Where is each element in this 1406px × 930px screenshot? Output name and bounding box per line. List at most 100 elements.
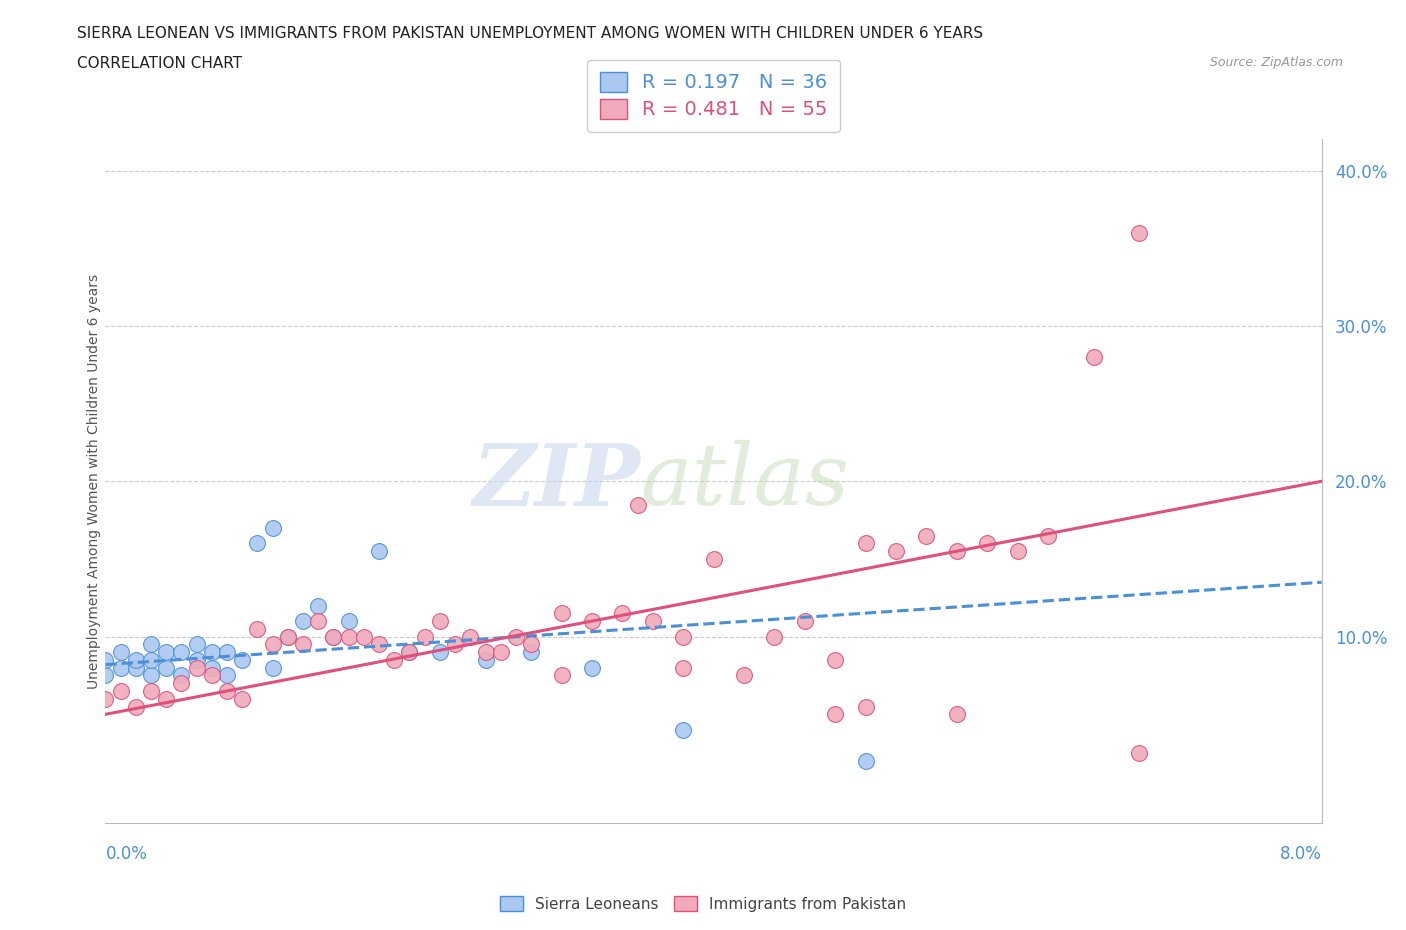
Point — [824, 653, 846, 668]
Point — [520, 637, 543, 652]
Point — [581, 660, 603, 675]
Point — [550, 605, 572, 620]
Point — [1128, 746, 1150, 761]
Point — [945, 544, 967, 559]
Point — [307, 614, 329, 629]
Point — [474, 644, 496, 659]
Text: 8.0%: 8.0% — [1279, 844, 1322, 863]
Point — [231, 691, 253, 706]
Point — [155, 644, 177, 659]
Point — [201, 668, 224, 683]
Point — [155, 660, 177, 675]
Point — [292, 614, 315, 629]
Point — [672, 630, 695, 644]
Point — [520, 644, 543, 659]
Point — [672, 660, 695, 675]
Point — [1036, 528, 1059, 543]
Point — [110, 660, 132, 675]
Text: 0.0%: 0.0% — [105, 844, 148, 863]
Point — [262, 521, 284, 536]
Text: SIERRA LEONEAN VS IMMIGRANTS FROM PAKISTAN UNEMPLOYMENT AMONG WOMEN WITH CHILDRE: SIERRA LEONEAN VS IMMIGRANTS FROM PAKIST… — [77, 26, 983, 41]
Text: CORRELATION CHART: CORRELATION CHART — [77, 56, 242, 71]
Point — [763, 630, 786, 644]
Point — [170, 644, 193, 659]
Point — [793, 614, 815, 629]
Point — [110, 684, 132, 698]
Point — [110, 644, 132, 659]
Point — [125, 660, 148, 675]
Y-axis label: Unemployment Among Women with Children Under 6 years: Unemployment Among Women with Children U… — [87, 273, 101, 689]
Point — [398, 644, 420, 659]
Point — [702, 551, 725, 566]
Point — [94, 691, 117, 706]
Point — [353, 630, 375, 644]
Point — [337, 614, 360, 629]
Point — [155, 691, 177, 706]
Point — [1128, 225, 1150, 240]
Point — [672, 723, 695, 737]
Point — [139, 668, 162, 683]
Point — [94, 653, 117, 668]
Point — [474, 653, 496, 668]
Point — [581, 614, 603, 629]
Point — [489, 644, 512, 659]
Point — [368, 637, 391, 652]
Point — [550, 668, 572, 683]
Point — [429, 644, 451, 659]
Point — [398, 644, 420, 659]
Point — [824, 707, 846, 722]
Point — [337, 630, 360, 644]
Point — [322, 630, 344, 644]
Point — [612, 605, 634, 620]
Point — [246, 621, 269, 636]
Point — [884, 544, 907, 559]
Legend: Sierra Leoneans, Immigrants from Pakistan: Sierra Leoneans, Immigrants from Pakista… — [494, 889, 912, 918]
Legend: R = 0.197   N = 36, R = 0.481   N = 55: R = 0.197 N = 36, R = 0.481 N = 55 — [588, 60, 839, 132]
Point — [855, 753, 877, 768]
Point — [429, 614, 451, 629]
Point — [231, 653, 253, 668]
Point — [125, 653, 148, 668]
Text: Source: ZipAtlas.com: Source: ZipAtlas.com — [1209, 56, 1343, 69]
Point — [170, 668, 193, 683]
Point — [641, 614, 664, 629]
Point — [976, 536, 998, 551]
Point — [307, 598, 329, 613]
Point — [139, 684, 162, 698]
Point — [186, 637, 208, 652]
Point — [444, 637, 467, 652]
Point — [217, 644, 239, 659]
Point — [1007, 544, 1029, 559]
Point — [170, 676, 193, 691]
Point — [626, 498, 648, 512]
Point — [382, 653, 405, 668]
Point — [217, 684, 239, 698]
Point — [855, 699, 877, 714]
Text: ZIP: ZIP — [472, 440, 641, 523]
Point — [262, 637, 284, 652]
Point — [201, 660, 224, 675]
Point — [322, 630, 344, 644]
Point — [217, 668, 239, 683]
Point — [139, 637, 162, 652]
Point — [262, 660, 284, 675]
Point — [458, 630, 481, 644]
Point — [292, 637, 315, 652]
Point — [125, 699, 148, 714]
Text: atlas: atlas — [641, 440, 849, 523]
Point — [139, 653, 162, 668]
Point — [413, 630, 436, 644]
Point — [186, 660, 208, 675]
Point — [855, 536, 877, 551]
Point — [1083, 350, 1105, 365]
Point — [186, 653, 208, 668]
Point — [945, 707, 967, 722]
Point — [277, 630, 299, 644]
Point — [201, 644, 224, 659]
Point — [733, 668, 755, 683]
Point — [94, 668, 117, 683]
Point — [246, 536, 269, 551]
Point — [915, 528, 938, 543]
Point — [505, 630, 527, 644]
Point — [368, 544, 391, 559]
